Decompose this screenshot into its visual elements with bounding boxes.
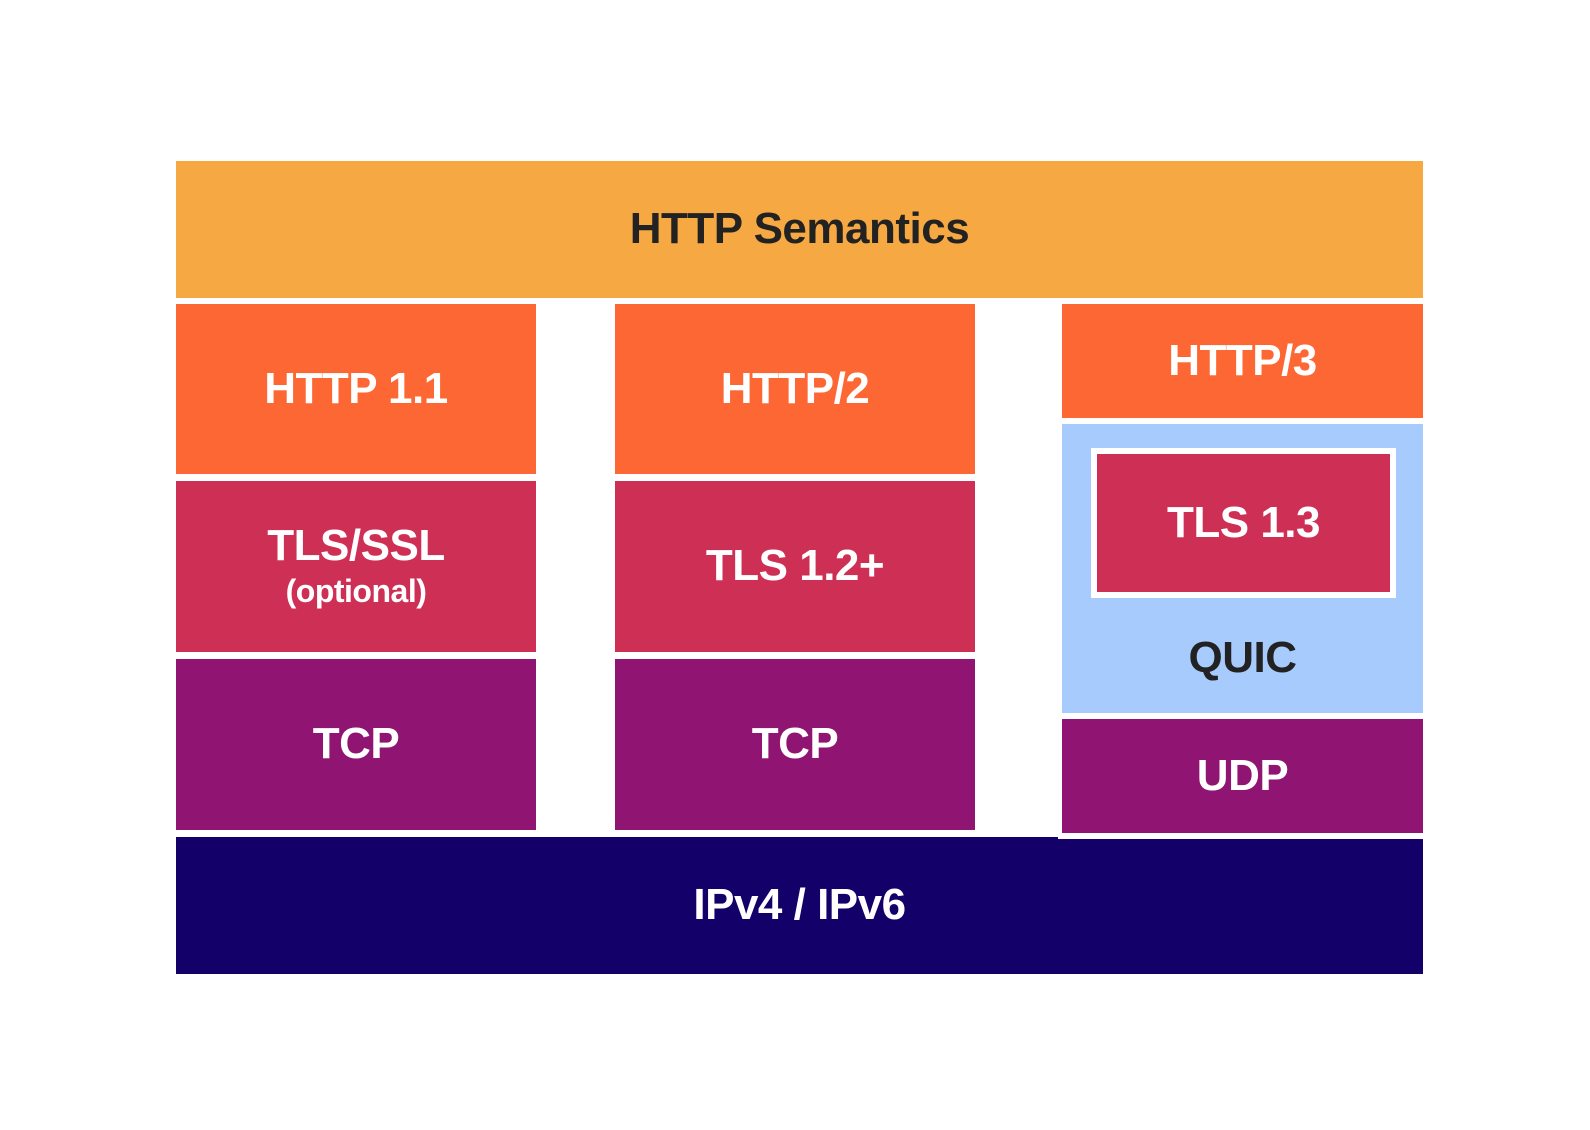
tls-ssl-label: TLS/SSL bbox=[267, 521, 445, 570]
tls-ssl-optional-note: (optional) bbox=[285, 573, 427, 610]
quic-label-wrap: QUIC bbox=[1062, 628, 1423, 688]
udp-label: UDP bbox=[1196, 750, 1289, 800]
tcp-block-1: TCP bbox=[176, 659, 536, 830]
tls12-label: TLS 1.2+ bbox=[705, 541, 885, 591]
tcp-block-2: TCP bbox=[615, 659, 975, 830]
http11-block: HTTP 1.1 bbox=[176, 304, 536, 474]
ip-notch-divider bbox=[1058, 833, 1423, 839]
tls-ssl-block: TLS/SSL (optional) bbox=[176, 481, 536, 652]
http-semantics-layer: HTTP Semantics bbox=[176, 161, 1423, 298]
http2-block: HTTP/2 bbox=[615, 304, 975, 474]
http3-block: HTTP/3 bbox=[1062, 304, 1423, 418]
tls12-block: TLS 1.2+ bbox=[615, 481, 975, 652]
tcp-label-2: TCP bbox=[751, 719, 839, 769]
ip-layer: IPv4 / IPv6 bbox=[176, 837, 1423, 974]
ip-label: IPv4 / IPv6 bbox=[693, 880, 906, 930]
http11-label: HTTP 1.1 bbox=[264, 363, 448, 413]
http3-label: HTTP/3 bbox=[1168, 335, 1317, 385]
tls13-block: TLS 1.3 bbox=[1091, 448, 1396, 598]
http-semantics-label: HTTP Semantics bbox=[629, 204, 970, 254]
tls13-label: TLS 1.3 bbox=[1167, 497, 1321, 547]
udp-block: UDP bbox=[1062, 719, 1423, 833]
tcp-label-1: TCP bbox=[312, 719, 400, 769]
http2-label: HTTP/2 bbox=[720, 363, 870, 413]
quic-label: QUIC bbox=[1188, 632, 1298, 682]
